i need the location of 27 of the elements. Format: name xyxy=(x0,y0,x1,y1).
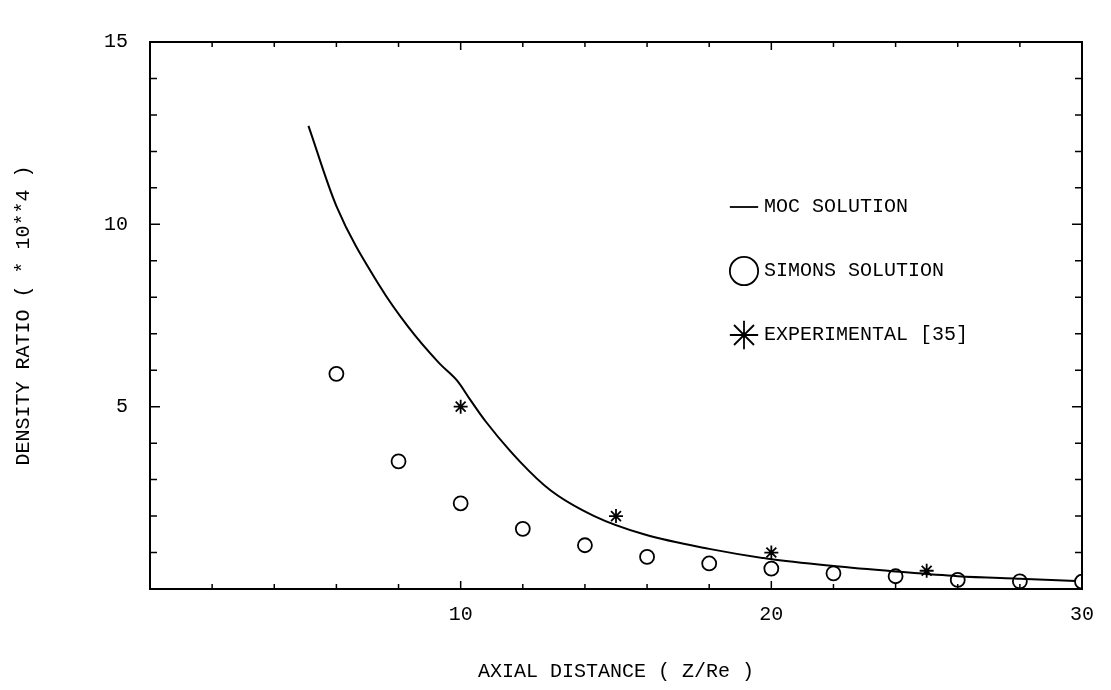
point xyxy=(701,555,718,572)
x-tick-label: 30 xyxy=(1069,603,1095,627)
point xyxy=(918,562,935,579)
point xyxy=(639,549,655,565)
point xyxy=(390,453,407,470)
point xyxy=(887,568,904,585)
point xyxy=(328,365,345,382)
x-axis-title: AXIAL DISTANCE ( Z/Re ) xyxy=(477,660,755,684)
point xyxy=(452,398,469,415)
point xyxy=(949,571,966,588)
point xyxy=(514,520,531,537)
point xyxy=(825,565,842,582)
y-tick-label: 15 xyxy=(103,30,128,54)
point xyxy=(577,537,593,554)
legend-label: MOC SOLUTION xyxy=(764,195,909,219)
legend-label: EXPERIMENTAL [35] xyxy=(764,323,969,347)
y-tick-label: 10 xyxy=(103,212,128,236)
y-tick-label: 5 xyxy=(115,394,128,418)
x-tick-label: 20 xyxy=(759,603,784,627)
y-axis-title: DENSITY RATIO ( * 10**4 ) xyxy=(12,165,36,466)
point xyxy=(763,560,780,577)
legend-label: SIMONS SOLUTION xyxy=(764,259,945,283)
point xyxy=(763,544,780,561)
point xyxy=(1011,573,1028,589)
x-tick-label: 10 xyxy=(448,603,473,627)
point xyxy=(608,508,624,524)
point xyxy=(452,495,469,512)
